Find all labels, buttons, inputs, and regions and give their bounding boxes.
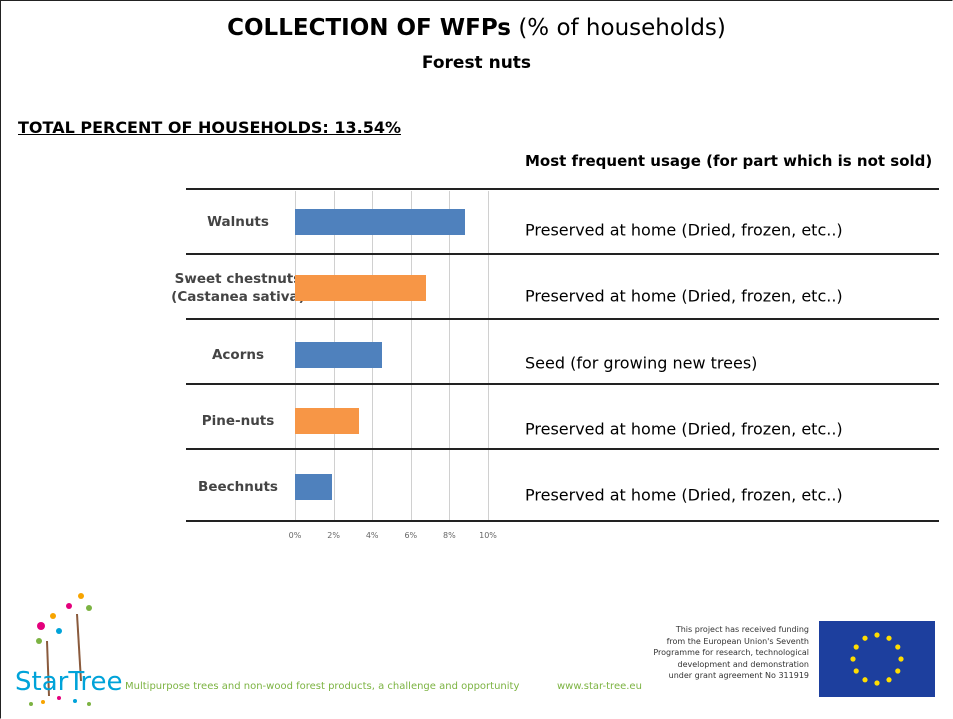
title-units: (% of households) bbox=[518, 15, 726, 41]
chart-title: COLLECTION OF WFPs bbox=[227, 15, 511, 41]
category-label: Acorns bbox=[211, 346, 265, 363]
bar bbox=[295, 341, 382, 368]
logo-graphic bbox=[29, 593, 92, 706]
usage-text: Preserved at home (Dried, frozen, etc..) bbox=[525, 419, 843, 439]
bar bbox=[295, 408, 359, 435]
logo-text: StarTree bbox=[15, 667, 123, 697]
flag-star bbox=[895, 644, 901, 650]
bar bbox=[295, 275, 427, 302]
bar bbox=[295, 209, 465, 236]
funding-text: This project has received funding from th… bbox=[601, 624, 809, 682]
eu-flag bbox=[819, 621, 935, 697]
subtitle: Forest nuts bbox=[421, 53, 532, 73]
x-tick-label: 6% bbox=[404, 531, 418, 540]
row-separator bbox=[186, 253, 939, 255]
grid-line bbox=[488, 191, 489, 521]
x-tick-label: 8% bbox=[443, 531, 456, 540]
total-text: TOTAL PERCENT OF HOUSEHOLDS: 13.54% bbox=[18, 118, 401, 137]
usage-text: Preserved at home (Dried, frozen, etc..) bbox=[525, 286, 843, 306]
row-separator bbox=[186, 448, 939, 450]
grid-line bbox=[449, 191, 451, 521]
usage-text: Preserved at home (Dried, frozen, etc..) bbox=[525, 220, 843, 240]
row-separator bbox=[186, 318, 939, 320]
x-tick-label: 10% bbox=[479, 531, 497, 540]
usage-text: Preserved at home (Dried, frozen, etc..) bbox=[525, 485, 843, 505]
flag-star bbox=[853, 644, 859, 650]
funding-line: from the European Union's Seventh bbox=[666, 636, 809, 646]
tagline: Multipurpose trees and non-wood forest p… bbox=[125, 681, 520, 692]
bar bbox=[295, 474, 332, 501]
flag-star bbox=[850, 656, 856, 662]
x-tick-label: 0% bbox=[288, 531, 302, 540]
row-separator bbox=[186, 520, 939, 522]
x-tick-label: 2% bbox=[327, 531, 340, 540]
usage-text: Seed (for growing new trees) bbox=[525, 353, 758, 373]
flag-star bbox=[874, 632, 880, 638]
grid-line bbox=[410, 191, 412, 521]
row-separator bbox=[186, 383, 939, 385]
flag-star bbox=[886, 677, 892, 683]
category-label: Beechnuts bbox=[198, 479, 278, 496]
funding-line: development and demonstration bbox=[677, 659, 810, 669]
usage-header: Most frequent usage (for part which is n… bbox=[525, 152, 933, 170]
flag-star bbox=[898, 656, 904, 662]
flag-star bbox=[895, 668, 901, 674]
title-block: COLLECTION OF WFPs (% of households) bbox=[1, 15, 952, 41]
flag-star bbox=[886, 635, 892, 641]
flag-star bbox=[853, 668, 859, 674]
category-label: Sweet chestnuts (Castanea sativa) bbox=[171, 271, 305, 306]
funding-line: under grant agreement No 311919 bbox=[668, 671, 809, 680]
flag-star bbox=[874, 680, 880, 686]
funding-line: Programme for research, technological bbox=[653, 648, 809, 657]
x-tick-label: 4% bbox=[365, 531, 379, 540]
category-label: Pine-nuts bbox=[201, 413, 275, 430]
row-separator bbox=[186, 188, 939, 190]
url: www.star-tree.eu bbox=[557, 681, 642, 692]
flag-star bbox=[862, 635, 868, 641]
category-label: Walnuts bbox=[207, 214, 269, 231]
funding-line: This project has received funding bbox=[675, 625, 809, 634]
flag-star bbox=[862, 677, 868, 683]
